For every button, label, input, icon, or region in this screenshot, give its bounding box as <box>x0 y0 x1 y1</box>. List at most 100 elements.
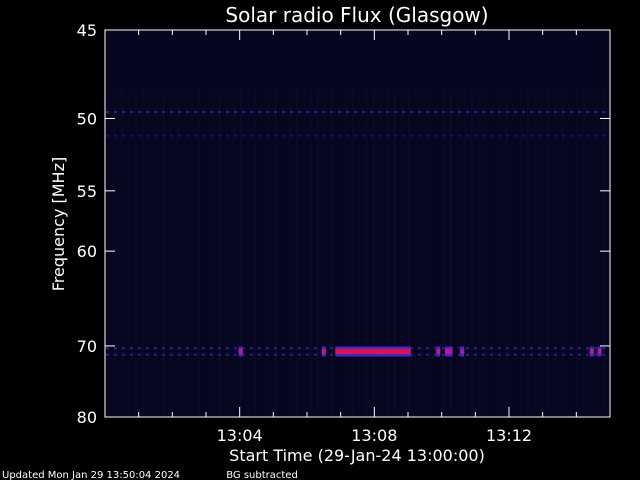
noise-stripe <box>415 90 417 415</box>
noise-stripe <box>590 90 592 415</box>
noise-stripe <box>464 90 466 415</box>
noise-stripe <box>597 90 599 415</box>
noise-stripe <box>205 90 207 415</box>
noise-stripe <box>471 90 473 415</box>
chart-title: Solar radio Flux (Glasgow) <box>225 3 488 27</box>
noise-stripe <box>149 90 151 415</box>
noise-stripe <box>604 90 606 415</box>
noise-stripe <box>247 90 249 415</box>
noise-stripe <box>310 90 312 415</box>
emission-feature-0 <box>238 349 243 354</box>
noise-stripe <box>408 90 410 415</box>
y-axis: 45 50 55 60 70 80 <box>77 21 610 427</box>
noise-stripe <box>240 90 242 415</box>
noise-stripe <box>534 90 536 415</box>
noise-stripe <box>191 90 193 415</box>
noise-stripe <box>338 90 340 415</box>
noise-stripe <box>303 90 305 415</box>
noise-stripe <box>387 90 389 415</box>
noise-stripe <box>436 90 438 415</box>
noise-stripe <box>296 90 298 415</box>
noise-stripe <box>324 90 326 415</box>
noise-stripe <box>380 90 382 415</box>
noise-stripe <box>429 90 431 415</box>
emission-features <box>238 346 602 357</box>
plot-frame <box>104 29 611 418</box>
y-tick-label-4: 70 <box>77 337 97 356</box>
bg-subtracted-note: BG subtracted <box>226 470 298 480</box>
noise-stripe <box>569 90 571 415</box>
noise-stripe <box>548 90 550 415</box>
emission-feature-4 <box>445 349 449 354</box>
noise-stripe <box>345 90 347 415</box>
noise-stripe <box>156 90 158 415</box>
emission-feature-5 <box>448 349 453 354</box>
noise-stripe <box>401 90 403 415</box>
noise-stripe <box>261 90 263 415</box>
emission-feature-8 <box>597 349 602 354</box>
x-axis-label: Start Time (29-Jan-24 13:00:00) <box>229 446 485 465</box>
noise-stripe <box>226 90 228 415</box>
noise-stripe <box>520 90 522 415</box>
y-axis-label: Frequency [MHz] <box>49 157 68 291</box>
emission-feature-2 <box>335 349 411 354</box>
noise-stripe <box>555 90 557 415</box>
noise-stripe <box>373 90 375 415</box>
noise-stripe <box>562 90 564 415</box>
noise-stripe <box>331 90 333 415</box>
noise-stripe <box>422 90 424 415</box>
noise-stripe <box>583 90 585 415</box>
noise-stripe <box>289 90 291 415</box>
noise-stripe <box>177 90 179 415</box>
noise-stripe <box>492 90 494 415</box>
noise-stripe <box>254 90 256 415</box>
noise-stripe <box>443 90 445 415</box>
y-tick-label-3: 60 <box>77 242 97 261</box>
noise-stripe <box>184 90 186 415</box>
noise-stripe <box>114 90 116 415</box>
noise-stripe <box>394 90 396 415</box>
x-tick-label-0: 13:04 <box>217 426 263 445</box>
y-tick-label-5: 80 <box>77 408 97 427</box>
x-tick-label-1: 13:08 <box>351 426 397 445</box>
updated-timestamp: Updated Mon Jan 29 13:50:04 2024 <box>2 470 180 480</box>
noise-stripe <box>317 90 319 415</box>
noise-stripe <box>275 90 277 415</box>
noise-stripe <box>527 90 529 415</box>
noise-stripe <box>541 90 543 415</box>
x-axis: 13:04 13:08 13:12 <box>104 30 611 445</box>
noise-stripe <box>457 90 459 415</box>
noise-stripe <box>366 90 368 415</box>
noise-stripe <box>513 90 515 415</box>
emission-feature-7 <box>589 349 594 354</box>
y-tick-label-2: 55 <box>77 182 97 201</box>
noise-stripe <box>282 90 284 415</box>
noise-stripe <box>163 90 165 415</box>
noise-stripe <box>212 90 214 415</box>
noise-stripe <box>107 90 109 415</box>
noise-stripe <box>499 90 501 415</box>
noise-stripe <box>142 90 144 415</box>
noise-stripe <box>219 90 221 415</box>
noise-stripe <box>198 90 200 415</box>
emission-feature-6 <box>460 349 465 354</box>
x-tick-label-2: 13:12 <box>486 426 532 445</box>
noise-stripe <box>450 90 452 415</box>
noise-stripe <box>233 90 235 415</box>
noise-stripe <box>485 90 487 415</box>
y-tick-label-1: 50 <box>77 109 97 128</box>
y-tick-label-0: 45 <box>77 21 97 40</box>
noise-stripe <box>268 90 270 415</box>
noise-stripe <box>121 90 123 415</box>
emission-feature-1 <box>321 349 326 354</box>
noise-stripe <box>506 90 508 415</box>
emission-feature-3 <box>436 349 441 354</box>
background-noise <box>107 90 606 415</box>
noise-stripe <box>352 90 354 415</box>
noise-stripe <box>128 90 130 415</box>
noise-stripe <box>576 90 578 415</box>
noise-stripe <box>170 90 172 415</box>
noise-stripe <box>135 90 137 415</box>
